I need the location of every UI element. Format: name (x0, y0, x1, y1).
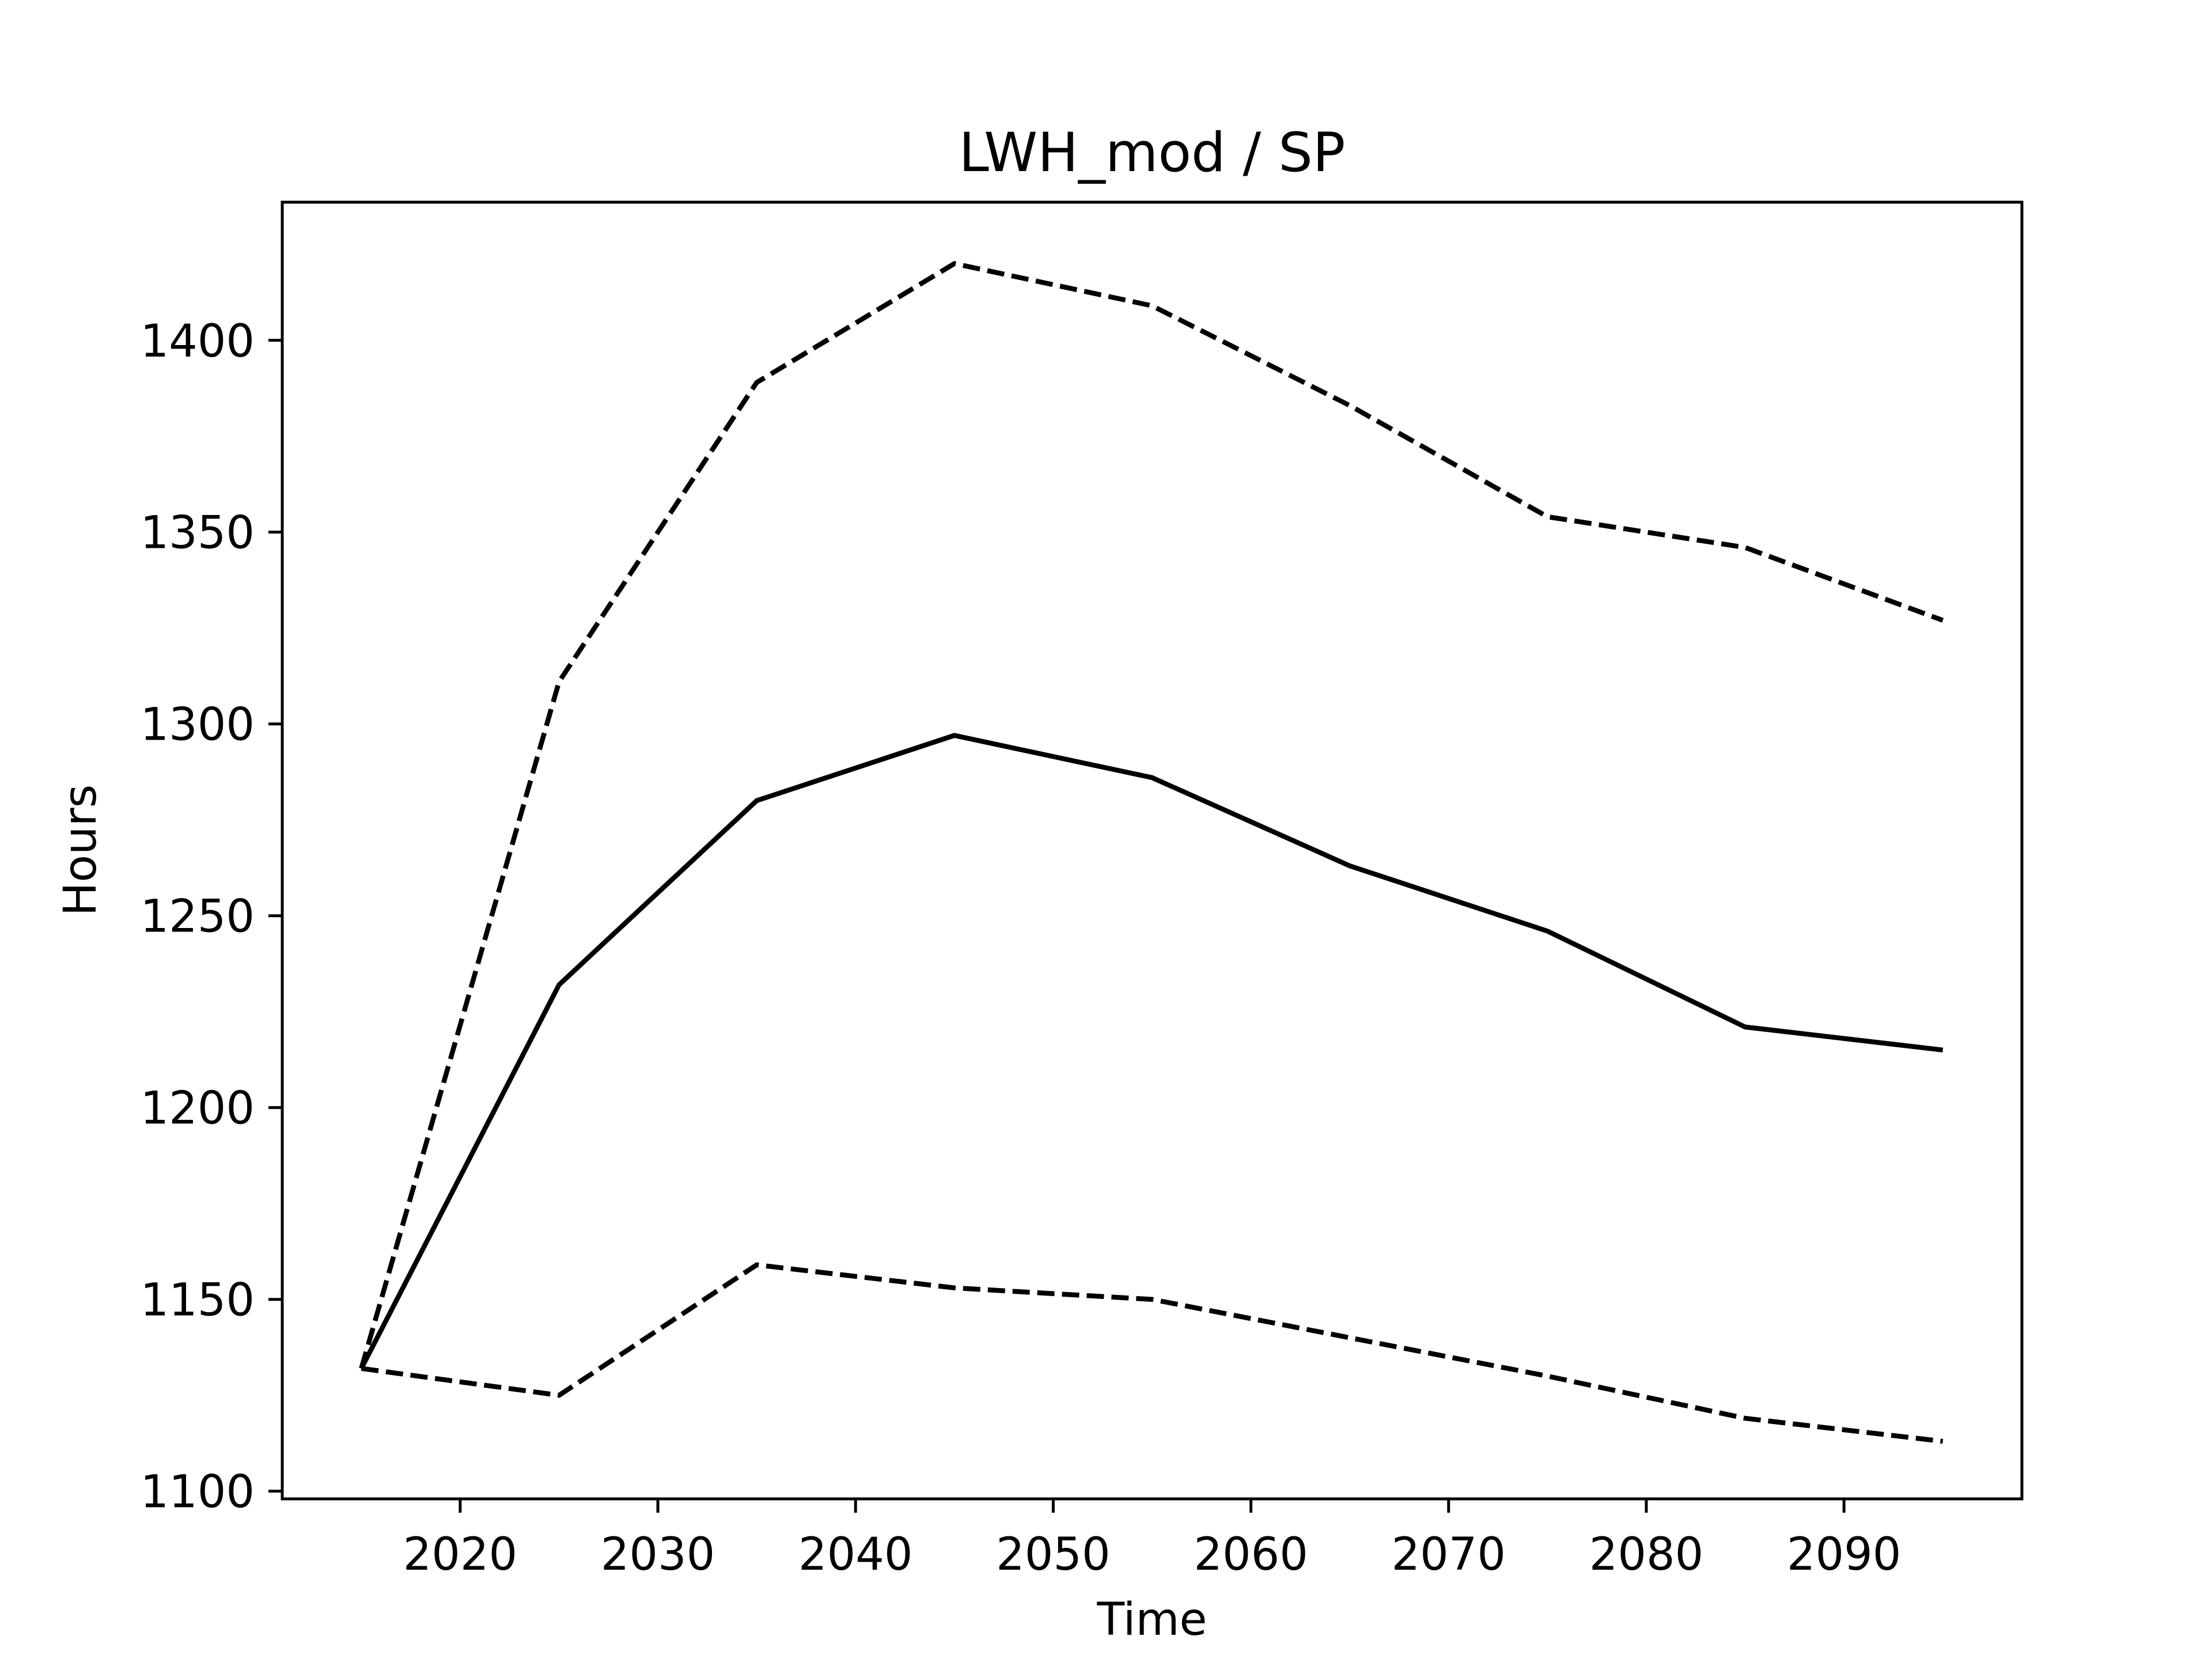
y-tick-label: 1400 (140, 316, 255, 368)
y-tick-label: 1300 (140, 699, 255, 751)
y-axis-label: Hours (55, 785, 107, 916)
x-tick-label: 2020 (403, 1529, 518, 1581)
x-tick-label: 2040 (798, 1529, 913, 1581)
x-tick-label: 2060 (1194, 1529, 1308, 1581)
plot-frame (281, 200, 2024, 1501)
y-tick-label: 1250 (140, 891, 255, 943)
y-tick-label: 1150 (140, 1275, 255, 1327)
y-tick-label: 1350 (140, 507, 255, 559)
plot-area (359, 261, 1944, 1444)
x-tick-label: 2030 (601, 1529, 715, 1581)
x-tick-label: 2090 (1787, 1529, 1902, 1581)
y-tick-label: 1100 (140, 1467, 255, 1518)
x-axis-label: Time (1097, 1594, 1207, 1646)
chart-title: LWH_mod / SP (959, 122, 1346, 184)
x-tick-label: 2080 (1589, 1529, 1704, 1581)
y-tick-label: 1200 (140, 1083, 255, 1135)
series-line-median (359, 733, 1944, 1370)
x-tick-label: 2070 (1392, 1529, 1506, 1581)
x-axis: 2020 2030 2040 2050 2060 2070 2080 2090 (403, 1499, 1902, 1581)
series-line-upper-bound (359, 261, 1944, 1369)
series-line-lower-bound (361, 1262, 1944, 1444)
x-tick-label: 2050 (996, 1529, 1111, 1581)
y-axis: 1100 1150 1200 1250 1300 1350 1400 (140, 316, 282, 1518)
